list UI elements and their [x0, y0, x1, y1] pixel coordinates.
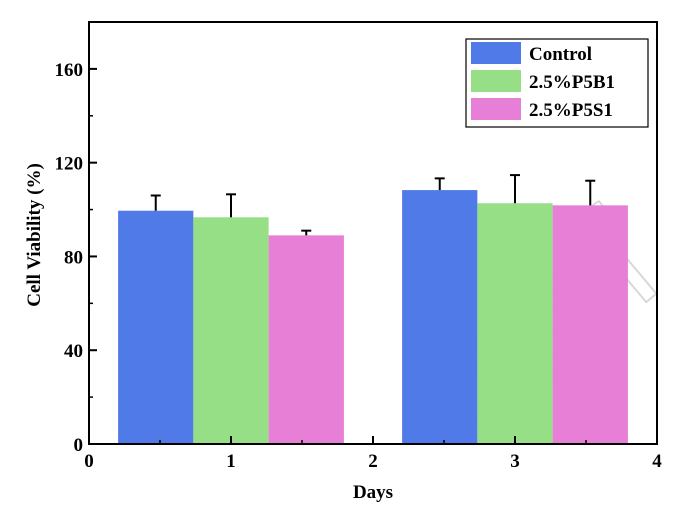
- legend-swatch-Control: [471, 42, 521, 64]
- x-tick-label-4: 4: [652, 451, 662, 472]
- bar-2.5%P5B1-day-3: [477, 203, 553, 444]
- legend-label-Control: Control: [529, 44, 592, 65]
- x-tick-label-1: 1: [226, 451, 236, 472]
- bar-2.5%P5S1-day-1: [268, 235, 344, 444]
- x-axis-title: Days: [353, 482, 393, 503]
- y-tick-label-80: 80: [64, 247, 83, 268]
- legend-swatch-2.5%P5B1: [471, 70, 521, 92]
- x-tick-label-3: 3: [510, 451, 520, 472]
- x-tick-label-0: 0: [84, 451, 94, 472]
- y-tick-label-160: 160: [55, 60, 84, 81]
- legend: Control 2.5%P5B1 2.5%P5S1: [465, 38, 649, 128]
- bar-2.5%P5B1-day-1: [193, 217, 269, 444]
- x-tick-label-2: 2: [368, 451, 378, 472]
- y-tick-label-40: 40: [64, 341, 83, 362]
- bar-2.5%P5S1-day-3: [552, 205, 628, 444]
- y-axis-title: Cell Viability (%): [24, 163, 45, 307]
- legend-swatch-2.5%P5S1: [471, 98, 521, 120]
- bar-Control-day-1: [118, 210, 194, 444]
- y-tick-label-0: 0: [74, 435, 84, 456]
- bar-Control-day-3: [402, 190, 478, 444]
- legend-label-2.5%P5B1: 2.5%P5B1: [529, 72, 615, 93]
- y-tick-label-120: 120: [55, 154, 84, 175]
- bars-layer: [118, 174, 628, 444]
- legend-label-2.5%P5S1: 2.5%P5S1: [529, 100, 613, 121]
